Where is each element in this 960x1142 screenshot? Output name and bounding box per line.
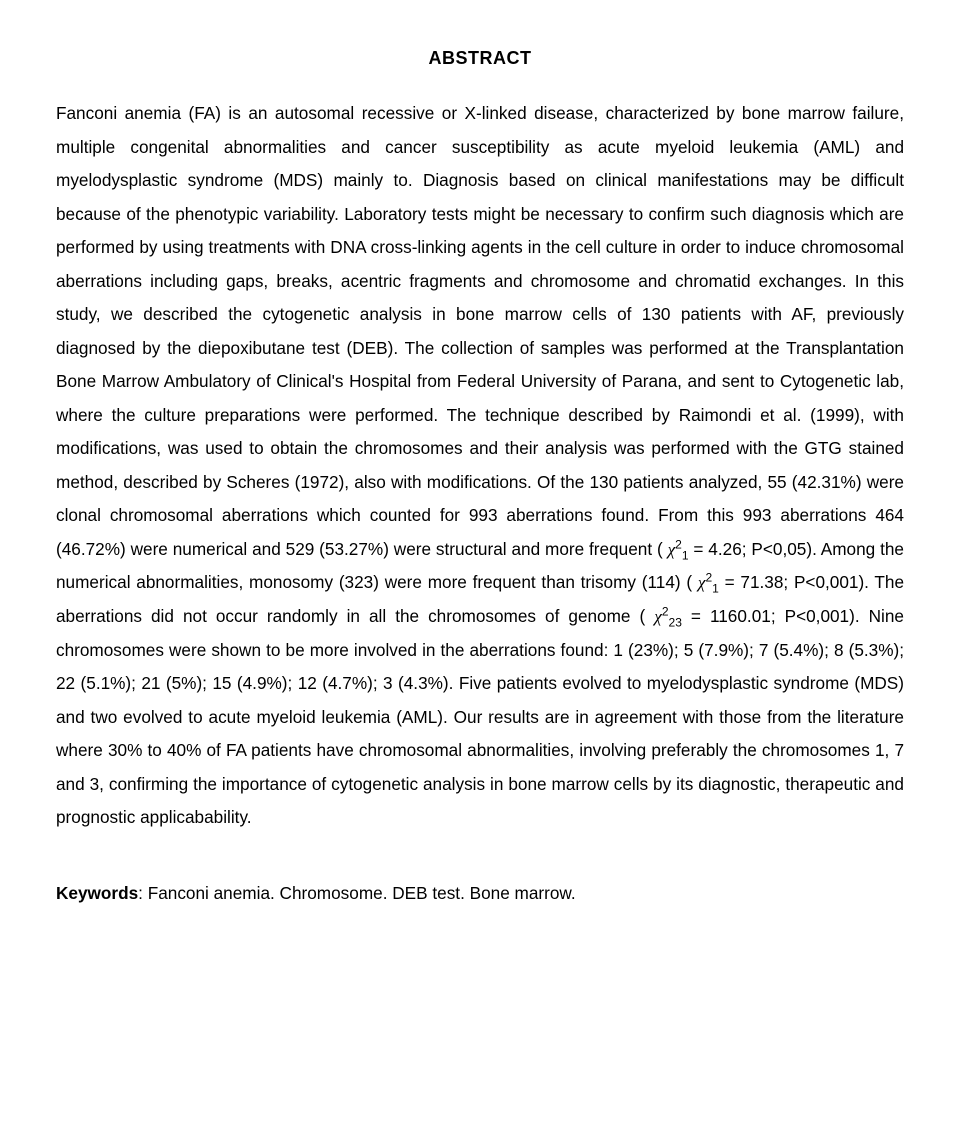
chi1-sup: 2 bbox=[675, 537, 682, 551]
keywords-text: : Fanconi anemia. Chromosome. DEB test. … bbox=[138, 883, 576, 903]
chi2-sub: 1 bbox=[712, 582, 719, 596]
chi3-sup: 2 bbox=[662, 604, 669, 618]
chi-symbol-1: χ bbox=[668, 540, 676, 559]
abstract-text-part-d: = 1160.01; P<0,001). Nine chromosomes we… bbox=[56, 606, 904, 827]
abstract-text-part-a: Fanconi anemia (FA) is an autosomal rece… bbox=[56, 103, 904, 559]
keywords-label: Keywords bbox=[56, 883, 138, 903]
abstract-title: ABSTRACT bbox=[56, 48, 904, 69]
keywords-line: Keywords: Fanconi anemia. Chromosome. DE… bbox=[56, 877, 904, 910]
chi1-sub: 1 bbox=[682, 548, 689, 562]
abstract-body: Fanconi anemia (FA) is an autosomal rece… bbox=[56, 97, 904, 835]
chi-symbol-3: χ bbox=[654, 607, 662, 626]
chi3-sub: 23 bbox=[669, 615, 682, 629]
